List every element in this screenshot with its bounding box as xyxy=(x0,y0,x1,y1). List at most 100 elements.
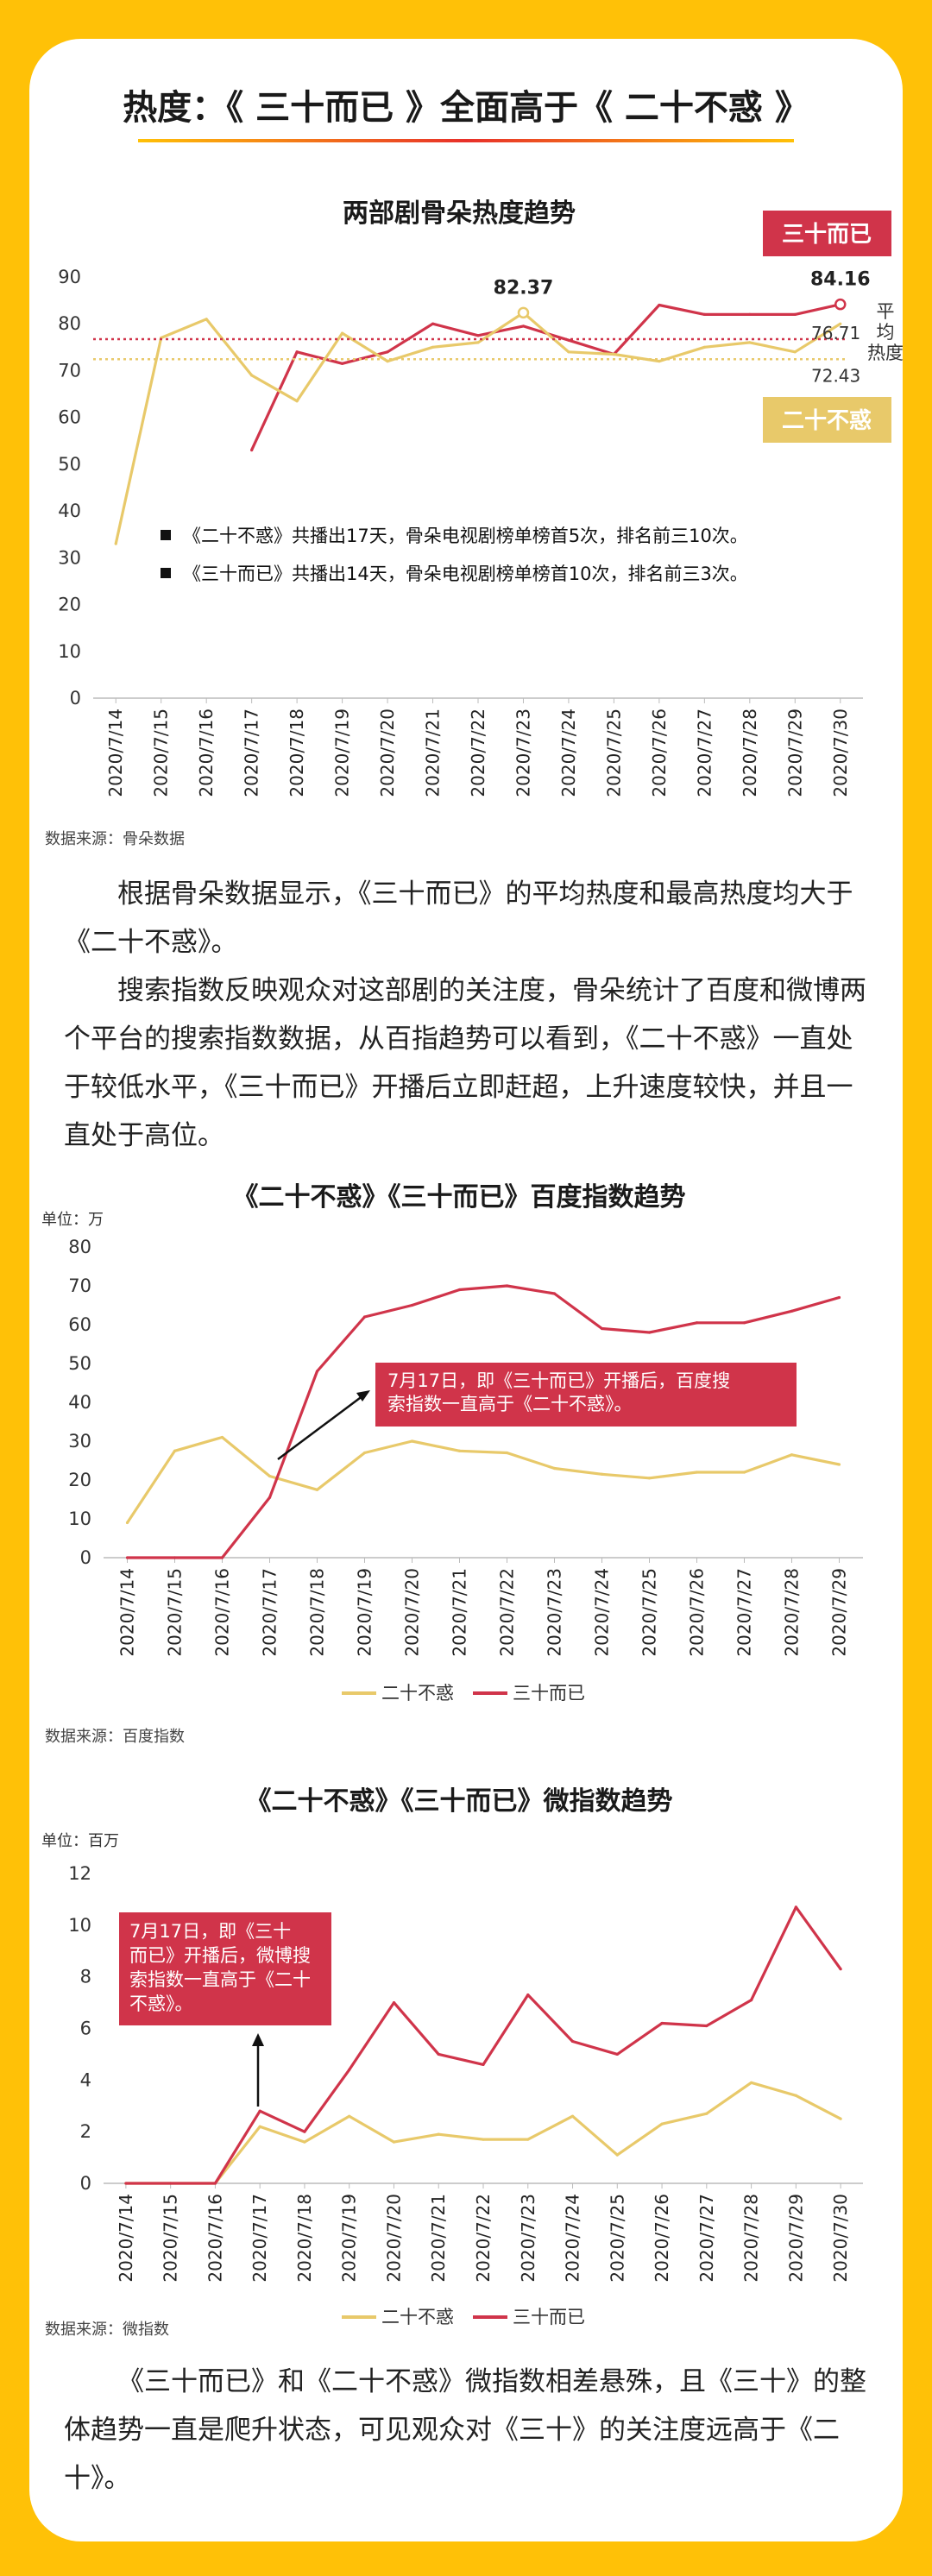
data-point xyxy=(695,1321,699,1325)
annotation-arrowhead xyxy=(356,1390,370,1401)
data-point xyxy=(169,2182,173,2185)
page-title: 热度：《 三十而已 》全面高于《 二十不惑 》 xyxy=(123,88,809,128)
chart1-source: 数据来源：骨朵数据 xyxy=(45,830,185,848)
x-tick-label: 2020/7/14 xyxy=(105,709,126,797)
data-point xyxy=(570,2114,575,2118)
data-point xyxy=(505,1451,509,1455)
paragraph-search-index: 搜索指数反映观众对这部剧的关注度，骨朵统计了百度和微博两个平台的搜索指数数据，从… xyxy=(64,975,866,1151)
y-tick-label: 40 xyxy=(58,501,81,521)
x-tick-label: 2020/7/22 xyxy=(468,709,488,797)
x-tick-label: 2020/7/24 xyxy=(563,2194,583,2283)
data-point xyxy=(600,1326,604,1331)
chart2-source: 数据来源：百度指数 xyxy=(45,1728,185,1746)
data-point xyxy=(660,2122,664,2126)
annotation-text: 7月17日，即《三十而已》开播后，微博搜索指数一直高于《二十不惑》。 xyxy=(129,1921,311,2014)
data-point xyxy=(476,341,480,344)
x-tick-label: 2020/7/22 xyxy=(473,2194,494,2283)
data-point xyxy=(742,1321,746,1325)
data-point xyxy=(790,1309,794,1313)
x-tick-label: 2020/7/16 xyxy=(196,709,217,797)
y-tick-label: 30 xyxy=(68,1431,91,1452)
annotation-text: 7月17日，即《三十而已》开播后，百度搜索指数一直高于《二十不惑》。 xyxy=(387,1370,730,1414)
x-tick-label: 2020/7/26 xyxy=(687,1568,708,1657)
x-tick-label: 2020/7/22 xyxy=(497,1568,518,1657)
x-tick-label: 2020/7/18 xyxy=(294,2194,315,2283)
legend-label-sanshi: 三十而已 xyxy=(782,222,872,248)
data-point xyxy=(839,1968,842,1971)
data-point xyxy=(250,449,254,452)
data-point xyxy=(410,1439,414,1443)
data-point xyxy=(315,1488,319,1491)
y-tick-label: 80 xyxy=(68,1237,91,1257)
data-point xyxy=(612,352,616,356)
y-tick-label: 6 xyxy=(80,2019,91,2039)
note-text: 《三十而已》共播出14天，骨朵电视剧榜单榜首10次，排名前三3次。 xyxy=(183,564,748,584)
x-tick-label: 2020/7/30 xyxy=(830,709,851,797)
x-tick-label: 2020/7/29 xyxy=(829,1568,850,1657)
y-tick-label: 10 xyxy=(58,641,81,662)
data-point xyxy=(748,312,752,316)
x-tick-label: 2020/7/15 xyxy=(165,1568,186,1657)
data-point xyxy=(742,1471,746,1474)
data-point xyxy=(268,1496,272,1499)
note-bullet xyxy=(161,568,171,578)
x-tick-label: 2020/7/21 xyxy=(450,1568,470,1657)
data-point xyxy=(790,1453,794,1457)
data-point xyxy=(410,1303,414,1307)
chart-title: 两部剧骨朵热度趋势 xyxy=(343,198,576,229)
peak-marker xyxy=(517,306,530,319)
y-tick-label: 12 xyxy=(68,1863,91,1884)
data-point xyxy=(437,2052,440,2056)
annotation-box xyxy=(375,1363,797,1427)
x-tick-label: 2020/7/19 xyxy=(355,1568,375,1657)
title-underline xyxy=(138,139,794,142)
y-tick-label: 10 xyxy=(68,1508,91,1529)
average-value-label: 76.71 xyxy=(811,323,860,343)
x-tick-label: 2020/7/26 xyxy=(652,2194,672,2283)
data-point xyxy=(315,1370,319,1373)
chart-title: 《二十不惑》《三十而已》百度指数趋势 xyxy=(233,1182,686,1212)
paragraph-weibo-summary: 《三十而已》和《二十不惑》微指数相差悬殊，且《三十》的整体趋势一直是爬升状态，可… xyxy=(64,2366,866,2494)
x-tick-label: 2020/7/14 xyxy=(117,1568,138,1657)
x-tick-label: 2020/7/29 xyxy=(784,709,805,797)
x-tick-label: 2020/7/20 xyxy=(377,709,398,797)
x-tick-label: 2020/7/21 xyxy=(423,709,444,797)
x-tick-label: 2020/7/18 xyxy=(307,1568,328,1657)
y-tick-label: 0 xyxy=(80,2173,91,2194)
data-point xyxy=(476,334,480,337)
legend-box-sanshi xyxy=(763,211,891,256)
y-tick-label: 70 xyxy=(68,1275,91,1296)
data-point xyxy=(213,2182,217,2185)
paragraph-heat-summary: 根据骨朵数据显示，《三十而已》的平均热度和最高热度均大于《二十不惑》。 xyxy=(64,879,853,958)
y-tick-label: 20 xyxy=(68,1470,91,1490)
y-tick-label: 10 xyxy=(68,1915,91,1936)
peak-value-label: 84.16 xyxy=(810,269,871,291)
y-tick-label: 40 xyxy=(68,1392,91,1413)
data-point xyxy=(457,1288,462,1292)
x-tick-label: 2020/7/27 xyxy=(694,709,715,797)
data-point xyxy=(615,2052,619,2056)
x-tick-label: 2020/7/23 xyxy=(545,1568,565,1657)
data-point xyxy=(839,322,842,325)
y-tick-label: 60 xyxy=(58,407,81,428)
x-tick-label: 2020/7/19 xyxy=(332,709,353,797)
y-tick-label: 2 xyxy=(80,2121,91,2142)
heat-trend-chart: 两部剧骨朵热度趋势 0 10 20 30 40 50 60 70 80 90 2020/7/14 202… xyxy=(58,198,904,797)
data-point xyxy=(340,362,344,365)
legend-label: 二十不惑 xyxy=(381,2307,454,2327)
x-tick-label: 2020/7/24 xyxy=(592,1568,613,1657)
x-tick-label: 2020/7/17 xyxy=(249,2194,270,2283)
data-point xyxy=(705,2024,708,2028)
unit-label: 单位：百万 xyxy=(41,1832,119,1850)
x-tick-label: 2020/7/28 xyxy=(782,1568,803,1657)
data-point xyxy=(647,1477,652,1480)
data-point xyxy=(386,350,389,354)
y-tick-label: 70 xyxy=(58,360,81,381)
note-text: 《二十不惑》共播出17天，骨朵电视剧榜单榜首5次，排名前三10次。 xyxy=(183,526,748,546)
x-tick-label: 2020/7/25 xyxy=(639,1568,660,1657)
data-point xyxy=(793,350,797,354)
data-point xyxy=(749,2081,753,2084)
data-point xyxy=(647,1331,652,1334)
